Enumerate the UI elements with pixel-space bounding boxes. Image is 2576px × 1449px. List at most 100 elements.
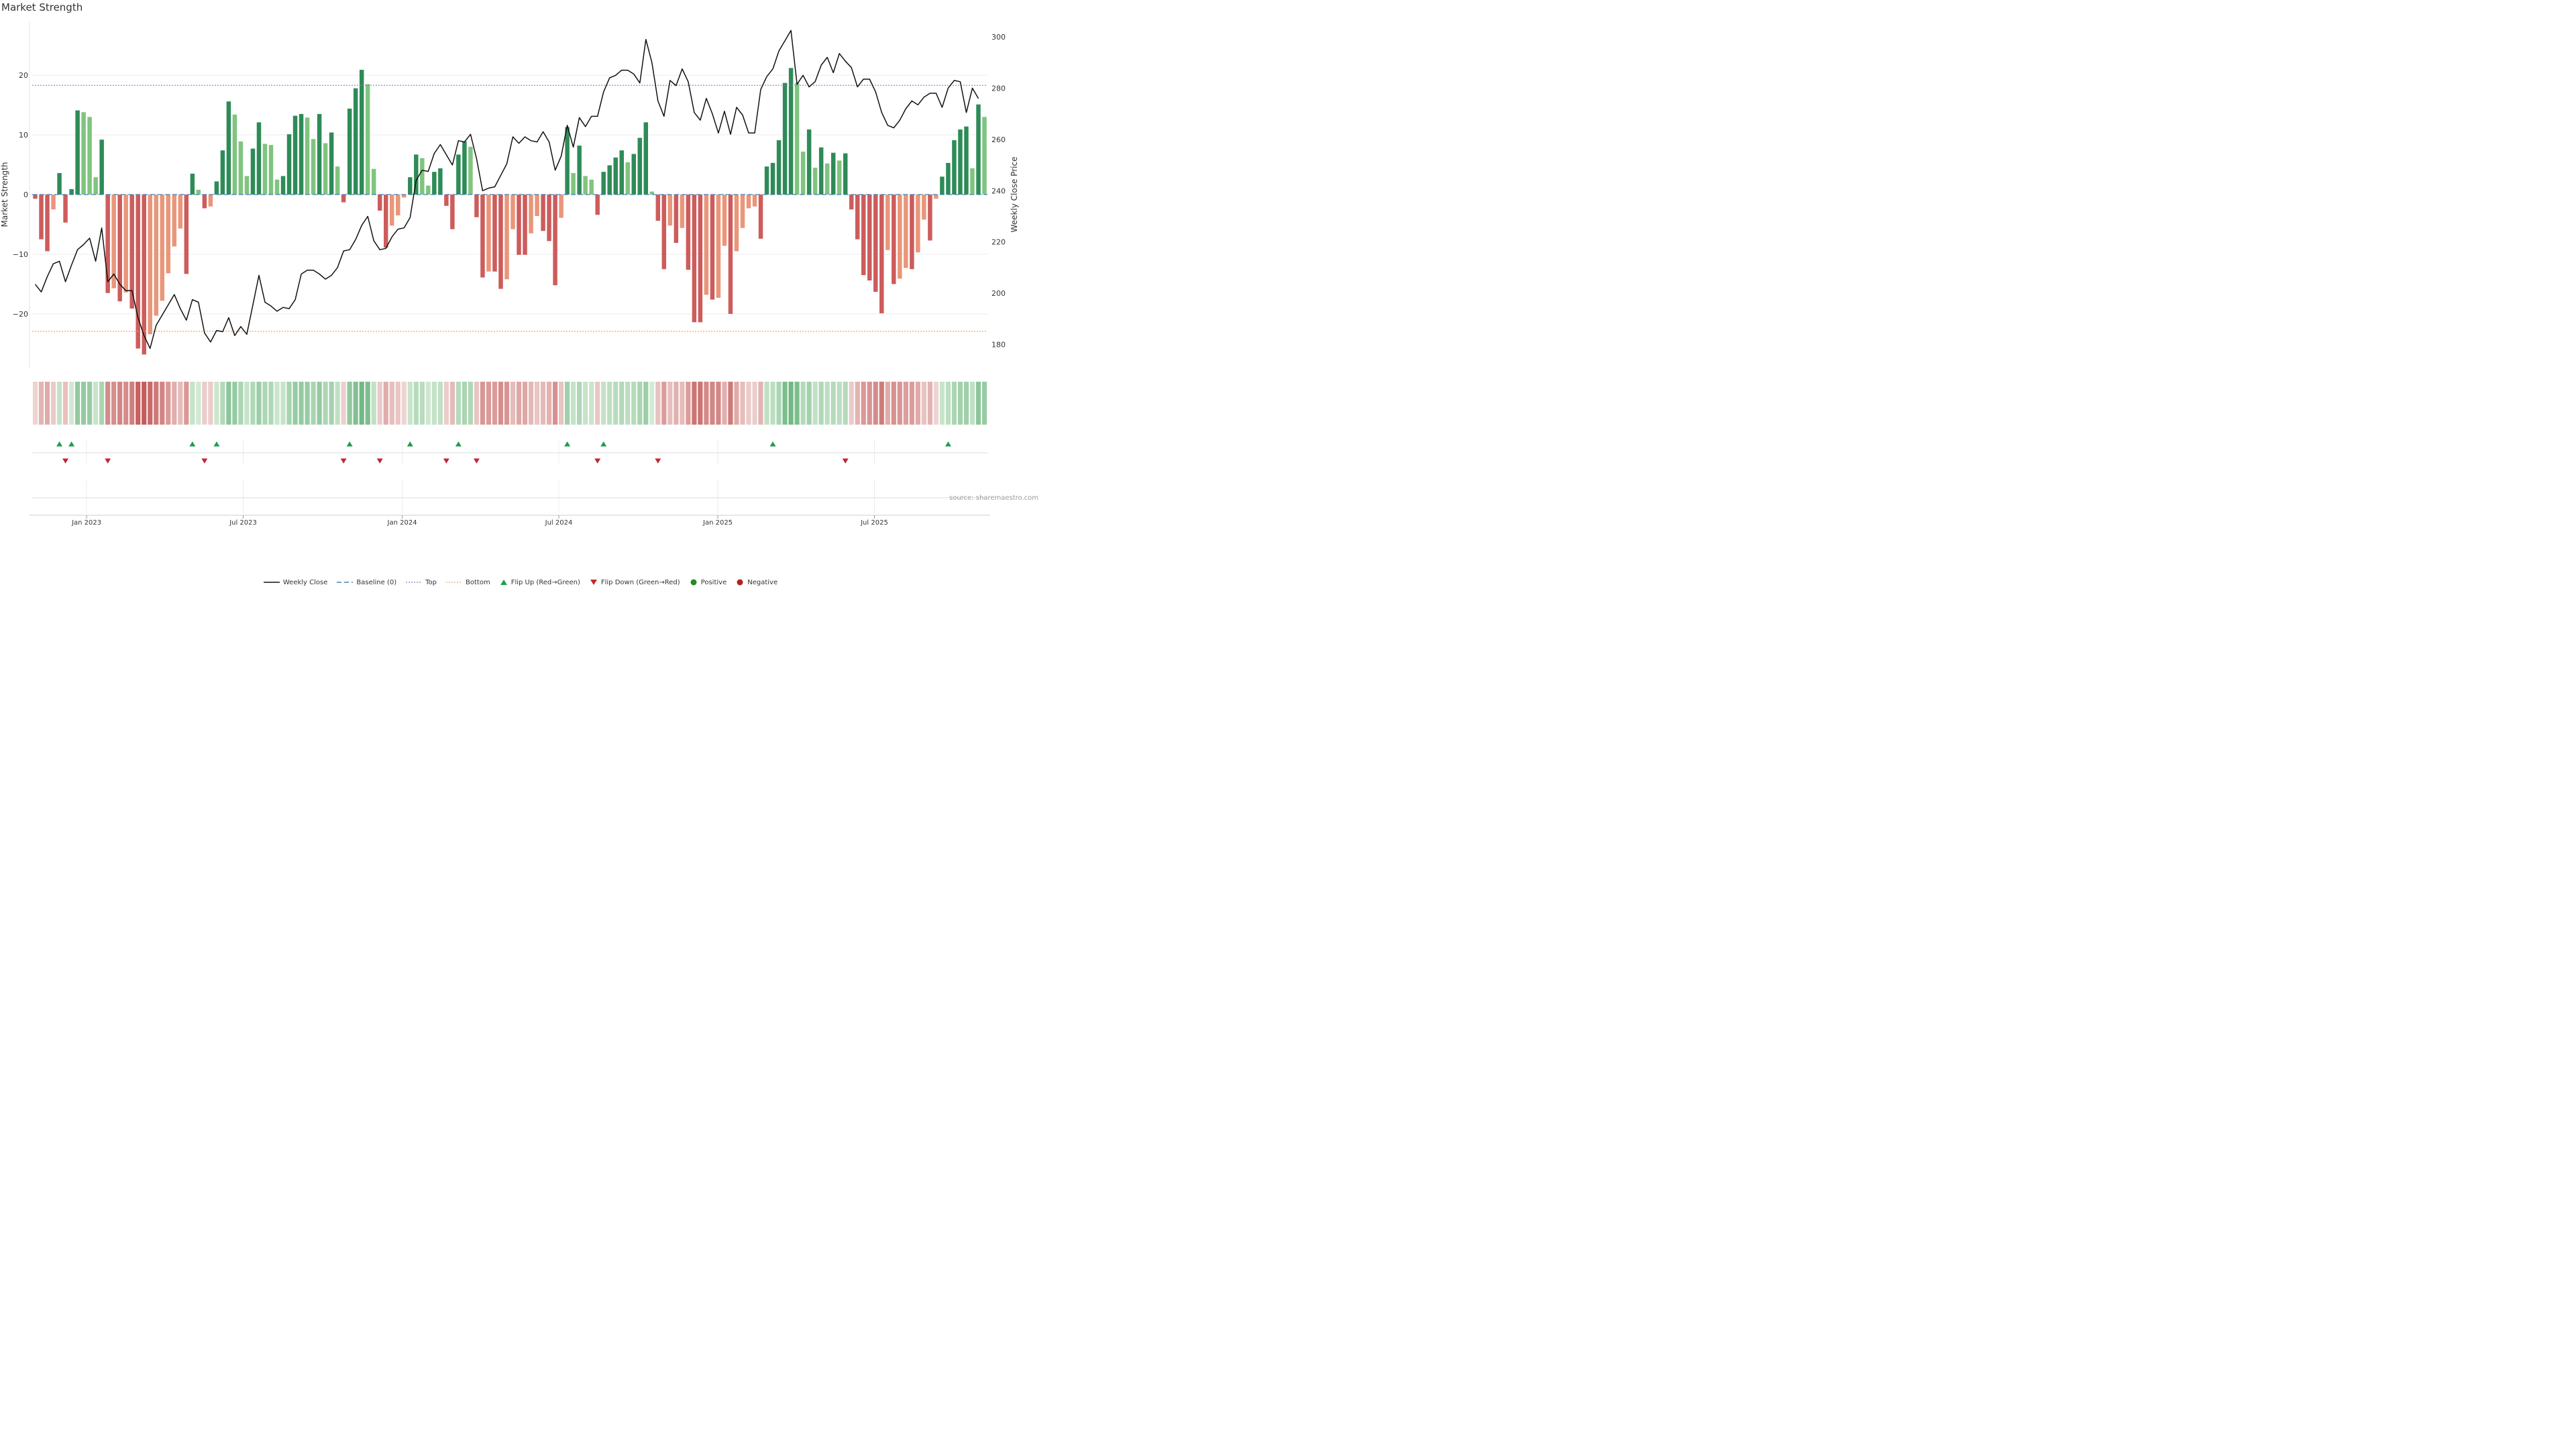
strength-bar-negative	[511, 195, 515, 229]
heatmap-cell	[68, 382, 74, 425]
y2-tick-label: 180	[991, 341, 1006, 350]
heatmap-cell	[969, 382, 975, 425]
heatmap-cell	[849, 382, 854, 425]
strength-bar-negative	[390, 195, 394, 226]
heatmap-cell	[474, 382, 480, 425]
y2-tick-label: 240	[991, 186, 1006, 195]
strength-bar-negative	[728, 195, 733, 314]
heatmap-cell	[776, 382, 782, 425]
flip-up-marker	[407, 441, 413, 447]
strength-bar-positive	[305, 117, 310, 195]
strength-bar-positive	[643, 122, 649, 195]
strength-bar-positive	[583, 176, 588, 195]
strength-bar-positive	[232, 114, 237, 195]
heatmap-cell	[625, 382, 631, 425]
heatmap-cell	[468, 382, 474, 425]
heatmap-cell	[401, 382, 407, 425]
strength-bar-negative	[117, 195, 122, 302]
strength-bar-positive	[964, 126, 969, 195]
heatmap-cell	[613, 382, 619, 425]
strength-bar-negative	[341, 195, 346, 203]
heatmap-cell	[437, 382, 443, 425]
heatmap-cell	[214, 382, 219, 425]
heatmap-cell	[927, 382, 932, 425]
heatmap-cell	[178, 382, 183, 425]
legend-top: Top	[406, 579, 437, 586]
legend-flip-down: Flip Down (Green→Red)	[590, 579, 680, 586]
strength-bar-negative	[716, 195, 721, 298]
strength-bar-negative	[383, 195, 388, 248]
strength-bar-negative	[184, 195, 189, 274]
heatmap-cell	[498, 382, 504, 425]
heatmap-cell	[619, 382, 625, 425]
heatmap-cell	[546, 382, 552, 425]
heatmap-cell	[921, 382, 926, 425]
strength-bar-positive	[426, 185, 431, 195]
heatmap-cell	[552, 382, 558, 425]
strength-bar-negative	[885, 195, 890, 250]
heatmap-cell	[407, 382, 413, 425]
reference-lines	[32, 85, 987, 332]
heatmap-cell	[142, 382, 147, 425]
heatmap-cell	[353, 382, 358, 425]
legend-negative: Negative	[736, 579, 777, 586]
strength-bar-positive	[613, 157, 618, 195]
strength-bar-positive	[420, 158, 425, 195]
legend-flip-up: Flip Up (Red→Green)	[500, 579, 580, 586]
heatmap-cell	[99, 382, 105, 425]
heatmap-cell	[38, 382, 44, 425]
strength-bar-negative	[529, 195, 533, 233]
heatmap-cell	[631, 382, 637, 425]
strength-bar-positive	[824, 163, 830, 195]
heatmap-cell	[117, 382, 123, 425]
heatmap-cell	[256, 382, 262, 425]
heatmap-cell	[455, 382, 461, 425]
strength-bar-positive	[637, 138, 643, 195]
flip-up-marker	[189, 441, 196, 447]
strength-bar-positive	[625, 162, 630, 195]
x-axis: Jan 2023 Jul 2023 Jan 2024 Jul 2024 Jan 2025…	[30, 515, 990, 527]
strength-bar-negative	[734, 195, 739, 252]
flip-up-marker	[769, 441, 776, 447]
heatmap-cell	[565, 382, 570, 425]
strength-bar-negative	[904, 195, 908, 268]
heatmap-cell	[692, 382, 697, 425]
heatmap-cell	[843, 382, 848, 425]
market-strength-chart: −20 −10 0 10 20 180 200 220 240 260 280 300 Market S…	[0, 21, 1019, 527]
heatmap-cell	[220, 382, 225, 425]
strength-bar-negative	[504, 195, 509, 280]
strength-bar-positive	[75, 110, 80, 195]
strength-bar-negative	[154, 195, 159, 316]
heatmap-cell	[449, 382, 455, 425]
heatmap-cell	[480, 382, 486, 425]
strength-bar-positive	[764, 166, 769, 195]
legend-top-label: Top	[425, 578, 437, 586]
strength-bar-negative	[661, 195, 667, 270]
strength-bar-positive	[238, 141, 244, 195]
strength-bar-positive	[970, 168, 975, 195]
flip-down-marker	[201, 458, 208, 464]
heatmap-cell	[528, 382, 534, 425]
strength-bar-positive	[607, 165, 612, 195]
strength-bar-negative	[486, 195, 491, 272]
strength-bar-negative	[710, 195, 715, 300]
heatmap-cell	[419, 382, 425, 425]
heatmap-cell	[136, 382, 141, 425]
heatmap-cell	[981, 382, 987, 425]
heatmap-cell	[601, 382, 606, 425]
strength-bar-positive	[335, 166, 340, 195]
heatmap-cell	[885, 382, 890, 425]
strength-bar-positive	[843, 153, 848, 195]
strength-bar-negative	[51, 195, 56, 210]
strength-bar-positive	[468, 146, 473, 195]
heatmap-cell	[274, 382, 280, 425]
legend-weekly-close: Weekly Close	[263, 579, 327, 586]
heatmap-cell	[111, 382, 117, 425]
heatmap-cell	[740, 382, 745, 425]
legend-positive: Positive	[690, 579, 727, 586]
strength-bar-positive	[806, 129, 812, 195]
strength-bar-negative	[123, 195, 128, 292]
heatmap-cell	[861, 382, 866, 425]
heatmap-cell	[244, 382, 250, 425]
strength-bar-positive	[93, 177, 98, 195]
